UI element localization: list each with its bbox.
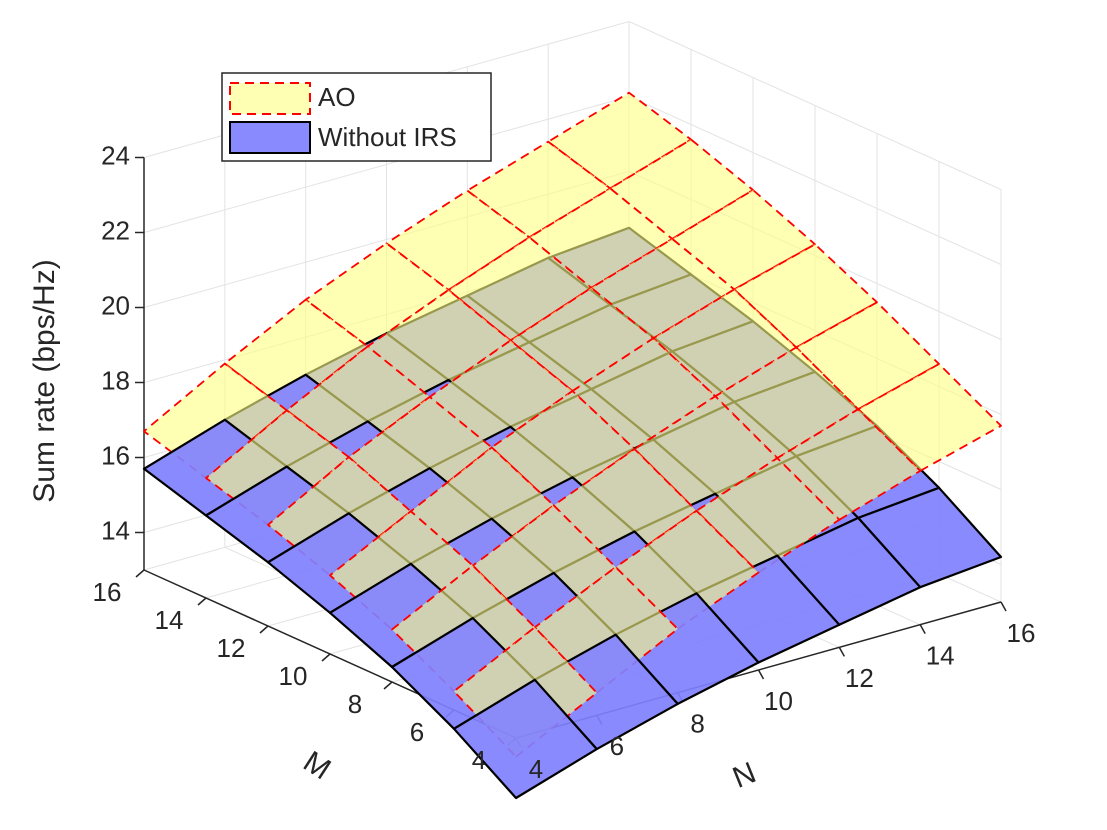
ao-surface-patch [695,457,841,574]
z-tick-label: 16 [101,440,130,470]
surfaces [142,91,1003,800]
ao-surface-patch [609,138,754,240]
y-tick-label: 8 [348,689,362,719]
x-tick-label: 12 [845,663,874,693]
z-tick-label: 18 [101,365,130,395]
ao-surface-patch [447,236,593,342]
z-tick-label: 14 [101,515,130,545]
y-tick-mark [259,625,269,634]
y-tick-mark [197,597,207,606]
x-tick-mark [838,646,845,657]
y-tick-mark [383,681,393,690]
x-tick-label: 14 [926,641,955,671]
tick-labels: 4 6 8 10 12 14 16 4 6 8 10 12 14 16 14 16 18 20 22 24 [93,140,1036,784]
y-tick-label: 16 [93,577,122,607]
legend-swatch-without-irs [229,121,311,154]
z-tick-label: 24 [101,140,130,170]
x-tick-label: 10 [764,686,793,716]
x-tick-label: 8 [690,709,704,739]
legend-label-without-irs: Without IRS [318,122,457,152]
x-tick-mark [919,624,926,635]
z-tick-label: 22 [101,215,130,245]
y-tick-label: 12 [217,633,246,663]
y-tick-mark [321,653,331,662]
y-tick-label: 10 [279,661,308,691]
ao-surface-patch [547,91,692,190]
x-tick-mark [757,669,765,680]
legend-swatch-ao [229,82,311,115]
x-tick-label: 16 [1007,618,1036,648]
y-tick-label: 14 [155,605,184,635]
without-irs-surface-patch [452,678,598,800]
z-axis-label: Sum rate (bps/Hz) [28,259,61,502]
z-tick-label: 20 [101,290,130,320]
ao-surface-patch [671,189,816,291]
y-tick-label: 4 [472,745,486,775]
y-tick-mark [135,569,145,578]
legend: AO Without IRS [221,72,492,162]
x-tick-mark [1000,601,1007,612]
ao-surface-patch [347,395,493,513]
y-tick-label: 6 [410,717,424,747]
x-tick-label: 4 [529,754,543,784]
ao-surface-patch [614,509,760,630]
legend-label-ao: AO [318,82,356,112]
x-tick-label: 6 [610,731,624,761]
